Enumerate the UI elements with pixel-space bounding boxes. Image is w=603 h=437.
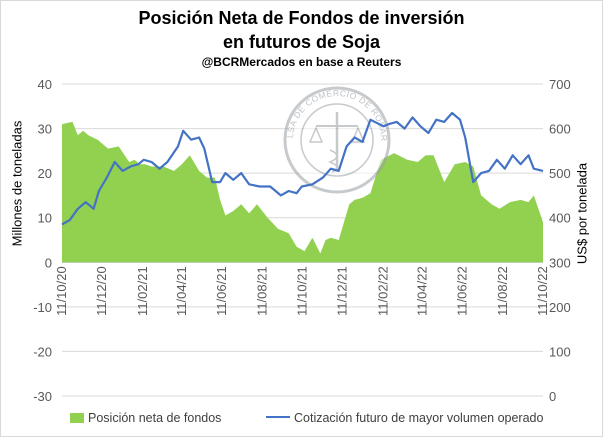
legend-item-price: Cotización futuro de mayor volumen opera…: [266, 411, 543, 425]
x-tick-label: 11/08/22: [495, 266, 510, 316]
price-line: [61, 111, 544, 226]
chart-title-line1: Posición Neta de Fondos de inversión: [138, 8, 465, 28]
legend-line-swatch: [266, 416, 290, 418]
x-tick-label: 11/04/21: [174, 266, 189, 316]
x-tick-label: 11/06/22: [455, 266, 470, 316]
legend-item-net-position: Posición neta de fondos: [70, 411, 221, 425]
legend-label-price: Cotización futuro de mayor volumen opera…: [294, 411, 544, 425]
net-position-area-layer: [62, 121, 543, 263]
net-position-area: [62, 121, 543, 263]
y-left-tick-label: -30: [33, 389, 52, 404]
x-tick-label: 11/06/21: [214, 266, 229, 316]
y-left-tick-label: -20: [33, 344, 52, 359]
y-right-tick-label: 100: [549, 344, 571, 359]
x-tick-label: 11/12/20: [94, 266, 109, 316]
y-axis-left-ticks: -30 -20 -10 0 10 20 30 40: [33, 77, 52, 404]
y-left-tick-label: -10: [33, 300, 52, 315]
chart-title-line2: en futuros de Soja: [222, 32, 381, 52]
x-axis-ticks: 11/10/20 11/12/20 11/02/21 11/04/21 11/06/21…: [54, 266, 550, 316]
y-right-tick-label: 600: [549, 122, 571, 137]
y-right-tick-label: 0: [549, 389, 556, 404]
legend-area-swatch: [70, 413, 84, 423]
x-tick-label: 11/08/21: [254, 266, 269, 316]
x-tick-label: 11/10/20: [54, 266, 69, 316]
y-left-tick-label: 30: [38, 122, 52, 137]
y-left-tick-label: 0: [45, 255, 52, 270]
x-tick-label: 11/10/22: [535, 266, 550, 316]
price-line-layer: [61, 111, 544, 226]
legend-label-net-position: Posición neta de fondos: [88, 411, 222, 425]
y-axis-right-ticks: 0 100 200 300 400 500 600 700: [549, 77, 571, 404]
y-right-tick-label: 400: [549, 211, 571, 226]
y-left-tick-label: 10: [38, 211, 52, 226]
x-tick-label: 11/02/22: [376, 266, 391, 316]
y-right-tick-label: 700: [549, 77, 571, 92]
y-right-tick-label: 200: [549, 300, 571, 315]
chart-subtitle: @BCRMercados en base a Reuters: [201, 55, 402, 69]
x-tick-label: 11/12/21: [335, 266, 350, 316]
bcr-watermark-seal: BOLSA DE COMERCIO DE ROSARIO: [0, 0, 391, 194]
y-right-tick-label: 500: [549, 166, 571, 181]
y-right-tick-label: 300: [549, 255, 571, 270]
y-left-tick-label: 40: [38, 77, 52, 92]
x-tick-label: 11/04/22: [414, 266, 429, 316]
x-tick-label: 11/02/21: [135, 266, 150, 316]
y-left-tick-label: 20: [38, 166, 52, 181]
x-tick-label: 11/10/21: [295, 266, 310, 316]
